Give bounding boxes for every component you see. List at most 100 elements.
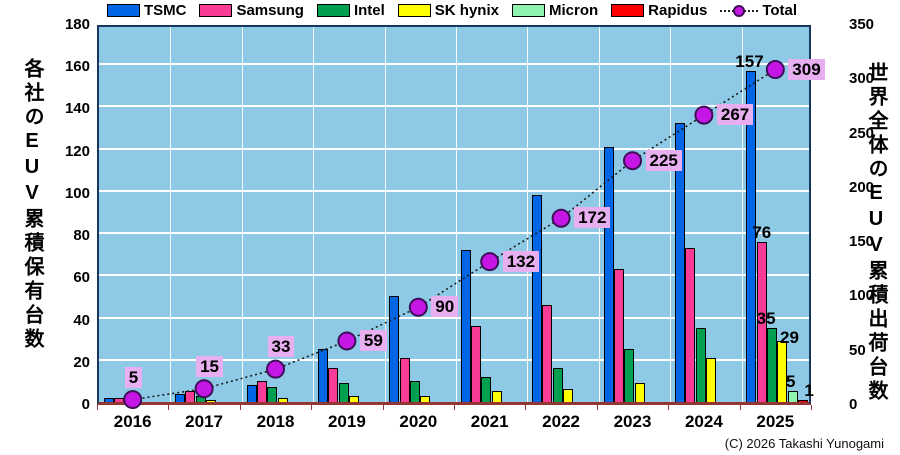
- bar-tsmc-2016: [103, 398, 114, 402]
- bar-samsung-2019: [328, 368, 339, 402]
- legend-swatch-intel: [316, 4, 350, 17]
- left-axis-title: 各社のEUV累積保有台数: [21, 58, 43, 352]
- x-axis-notch-6: [525, 405, 527, 410]
- legend-item-tsmc: TSMC: [106, 2, 187, 19]
- total-label-2022: 172: [574, 207, 611, 229]
- right-tick-250: 250: [849, 124, 875, 142]
- bar-label-tsmc-2025: 157: [735, 51, 764, 71]
- total-label-2021: 132: [502, 250, 540, 272]
- year-label-2016: 2016: [113, 412, 152, 431]
- year-label-2022: 2022: [542, 412, 580, 431]
- left-tick-100: 100: [64, 184, 90, 202]
- legend-swatch-rapidus: [611, 4, 645, 17]
- x-axis-notch-5: [454, 405, 455, 410]
- year-label-2019: 2019: [327, 412, 366, 431]
- left-tick-180: 180: [64, 16, 90, 33]
- legend-swatch-samsung: [199, 4, 233, 17]
- x-axis-notch-0: [97, 405, 98, 410]
- right-tick-200: 200: [849, 178, 875, 196]
- total-label-2016: 5: [124, 366, 143, 388]
- legend-swatch-sk-hynix: [397, 4, 431, 17]
- bar-sk-hynix-2023: [634, 383, 645, 402]
- bar-intel-2021: [481, 377, 492, 402]
- bar-label-micron-2025: 5: [786, 372, 796, 392]
- bar-sk-hynix-2021: [491, 391, 502, 402]
- x-axis-notch-1: [168, 405, 170, 410]
- bar-intel-2019: [338, 383, 349, 402]
- bar-samsung-2023: [613, 269, 624, 402]
- bar-label-intel-2025: 35: [756, 309, 776, 329]
- x-axis-notch-2: [239, 405, 241, 410]
- bar-sk-hynix-2022: [563, 389, 574, 402]
- bar-intel-2025: [766, 328, 777, 402]
- bar-sk-hynix-2018: [277, 398, 288, 402]
- bar-tsmc-2023: [603, 147, 614, 402]
- total-circle-icon: [733, 4, 746, 17]
- x-axis-notch-4: [382, 405, 384, 410]
- bar-intel-2022: [552, 368, 563, 402]
- bar-tsmc-2022: [532, 195, 543, 402]
- bar-samsung-2018: [256, 381, 267, 402]
- bar-label-rapidus-2025: 1: [804, 380, 814, 400]
- total-label-2019: 59: [359, 329, 387, 351]
- left-tick-40: 40: [73, 311, 90, 329]
- copyright: (C) 2026 Takashi Yunogami: [724, 436, 884, 451]
- gridline-v-9: [741, 27, 743, 402]
- total-label-2017: 15: [196, 355, 224, 377]
- year-label-2023: 2023: [613, 412, 652, 431]
- left-tick-20: 20: [73, 353, 90, 371]
- legend-label-sk-hynix: SK hynix: [434, 2, 499, 19]
- gridline-v-2: [241, 27, 243, 402]
- legend-label-intel: Intel: [353, 2, 385, 19]
- bar-intel-2024: [695, 328, 706, 402]
- left-tick-0: 0: [81, 396, 90, 413]
- bar-samsung-2016: [114, 398, 125, 402]
- left-tick-140: 140: [64, 100, 90, 118]
- bar-tsmc-2019: [317, 349, 328, 402]
- gridline-h-120: [99, 147, 809, 150]
- gridline-h-100: [99, 189, 809, 192]
- legend-label-tsmc: TSMC: [143, 2, 187, 19]
- right-tick-50: 50: [849, 341, 866, 359]
- legend-label-total: Total: [762, 2, 798, 19]
- gridline-v-3: [313, 27, 315, 402]
- legend-item-sk-hynix: SK hynix: [397, 2, 499, 19]
- legend-item-micron: Micron: [511, 2, 598, 19]
- legend: TSMC Samsung Intel SK hynix Micron Rapidus Tot…: [90, 2, 814, 19]
- bar-samsung-2022: [542, 305, 553, 402]
- total-label-2020: 90: [431, 296, 459, 318]
- left-tick-120: 120: [64, 142, 90, 160]
- total-label-2025: 309: [788, 58, 825, 80]
- bar-intel-2016: [124, 400, 135, 402]
- gridline-v-5: [456, 27, 457, 402]
- gridline-h-140: [99, 105, 809, 108]
- year-label-2024: 2024: [684, 412, 723, 431]
- total-label-2024: 267: [716, 104, 754, 126]
- legend-item-samsung: Samsung: [199, 2, 304, 19]
- bar-sk-hynix-2019: [348, 396, 359, 402]
- total-label-2018: 33: [267, 336, 295, 358]
- year-label-2025: 2025: [756, 412, 795, 431]
- left-tick-160: 160: [64, 58, 90, 76]
- bar-sk-hynix-2024: [705, 358, 716, 402]
- year-label-2018: 2018: [256, 412, 295, 431]
- legend-swatch-micron: [511, 4, 545, 17]
- gridline-v-8: [670, 27, 672, 402]
- legend-item-intel: Intel: [316, 2, 385, 19]
- bar-sk-hynix-2020: [420, 396, 431, 402]
- x-axis-notch-9: [739, 405, 741, 410]
- bar-label-sk-hynix-2025: 29: [779, 327, 799, 347]
- legend-label-samsung: Samsung: [236, 2, 304, 19]
- legend-label-rapidus: Rapidus: [648, 2, 708, 19]
- bar-samsung-2017: [185, 391, 196, 402]
- bar-micron-2025: [787, 391, 798, 402]
- bar-intel-2023: [624, 349, 635, 402]
- bar-tsmc-2018: [246, 385, 257, 402]
- right-tick-300: 300: [849, 70, 875, 88]
- left-tick-60: 60: [73, 269, 90, 287]
- bar-sk-hynix-2017: [206, 400, 217, 402]
- year-label-2021: 2021: [470, 412, 509, 431]
- x-axis-notch-8: [668, 405, 670, 410]
- total-marker-icon: [720, 4, 759, 18]
